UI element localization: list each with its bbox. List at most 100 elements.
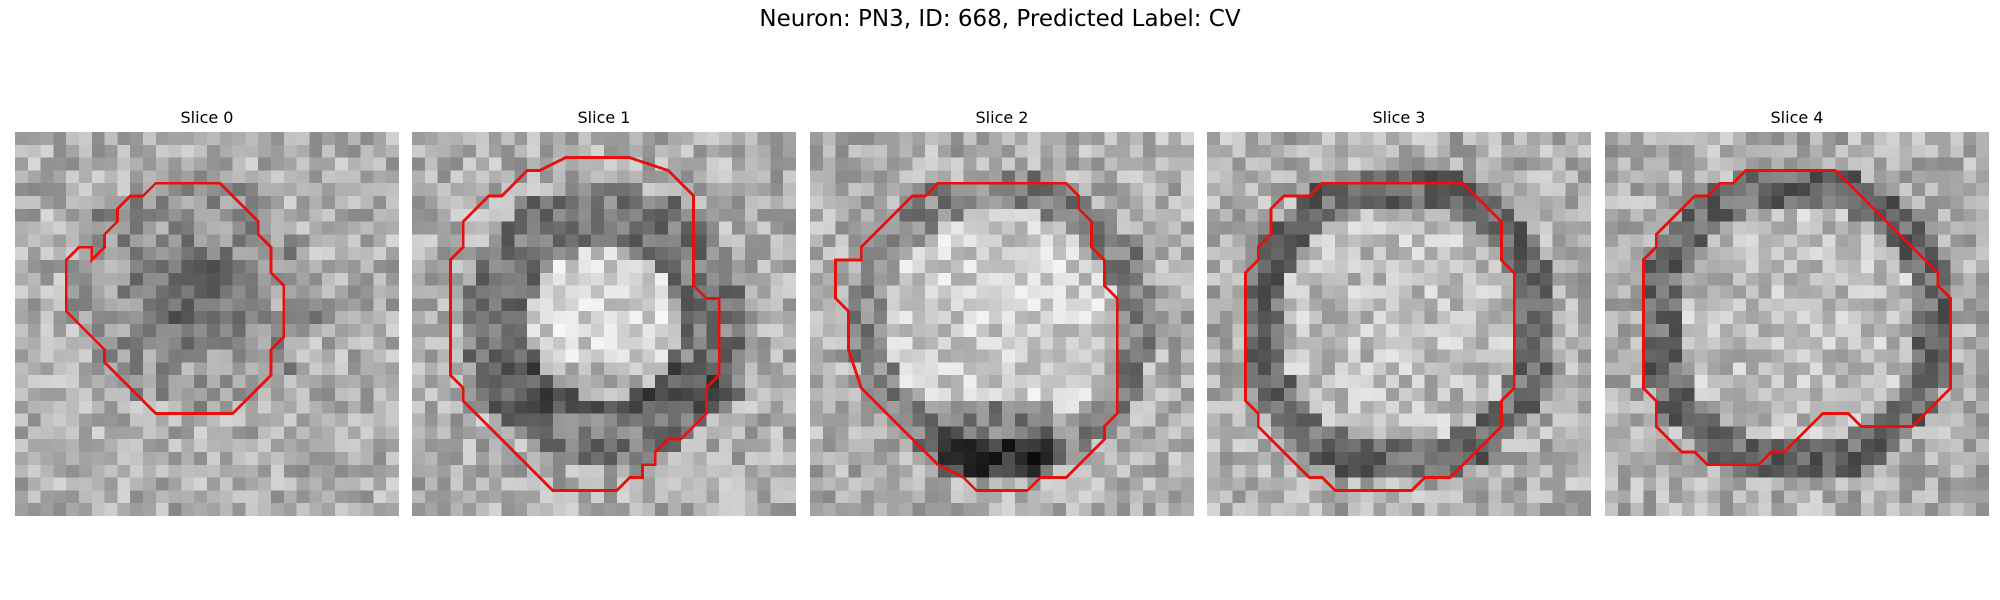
pixel xyxy=(1514,426,1528,440)
pixel xyxy=(886,426,900,440)
pixel xyxy=(1219,400,1233,414)
pixel xyxy=(1707,157,1721,171)
pixel xyxy=(886,183,900,197)
pixel xyxy=(1207,144,1221,158)
pixel xyxy=(1886,400,1900,414)
pixel xyxy=(1758,503,1772,516)
pixel xyxy=(1181,247,1194,261)
pixel xyxy=(680,336,694,350)
pixel xyxy=(181,221,195,235)
pixel xyxy=(1450,503,1464,516)
pixel xyxy=(629,196,643,210)
pixel xyxy=(989,157,1003,171)
pixel xyxy=(1848,503,1862,516)
pixel xyxy=(706,477,720,491)
pixel xyxy=(1014,144,1028,158)
pixel xyxy=(207,272,221,286)
pixel xyxy=(1707,221,1721,235)
pixel xyxy=(386,349,399,363)
pixel xyxy=(283,144,297,158)
pixel xyxy=(1630,400,1644,414)
pixel xyxy=(463,439,477,453)
pixel xyxy=(1848,477,1862,491)
pixel xyxy=(40,349,54,363)
pixel xyxy=(1605,196,1619,210)
pixel xyxy=(437,208,451,222)
pixel xyxy=(1656,234,1670,248)
pixel xyxy=(1078,349,1092,363)
pixel xyxy=(1835,272,1849,286)
pixel xyxy=(1552,503,1566,516)
pixel xyxy=(1066,285,1080,299)
pixel xyxy=(27,349,41,363)
pixel xyxy=(1937,208,1951,222)
pixel xyxy=(168,221,182,235)
pixel xyxy=(1232,452,1246,466)
pixel xyxy=(168,375,182,389)
pixel xyxy=(501,400,515,414)
pixel xyxy=(219,336,233,350)
pixel xyxy=(322,426,336,440)
pixel xyxy=(283,426,297,440)
pixel xyxy=(91,464,105,478)
pixel xyxy=(1283,285,1297,299)
pixel xyxy=(1475,272,1489,286)
pixel xyxy=(976,170,990,184)
pixel xyxy=(1014,311,1028,325)
pixel xyxy=(476,208,490,222)
pixel xyxy=(591,503,605,516)
pixel xyxy=(424,439,438,453)
pixel xyxy=(1322,144,1336,158)
pixel xyxy=(1130,413,1144,427)
pixel xyxy=(207,413,221,427)
pixel xyxy=(925,413,939,427)
pixel xyxy=(629,400,643,414)
pixel xyxy=(1488,234,1502,248)
pixel xyxy=(938,144,952,158)
pixel xyxy=(783,144,796,158)
pixel xyxy=(424,272,438,286)
pixel xyxy=(53,196,67,210)
pixel xyxy=(1976,336,1989,350)
pixel xyxy=(1797,144,1811,158)
pixel xyxy=(1130,144,1144,158)
pixel xyxy=(1014,157,1028,171)
pixel xyxy=(1539,439,1553,453)
pixel xyxy=(1168,144,1182,158)
pixel xyxy=(668,375,682,389)
pixel xyxy=(1912,311,1926,325)
pixel xyxy=(1373,144,1387,158)
pixel xyxy=(591,208,605,222)
pixel xyxy=(1117,247,1131,261)
pixel xyxy=(1053,452,1067,466)
pixel xyxy=(1514,362,1528,376)
pixel xyxy=(552,324,566,338)
pixel xyxy=(53,324,67,338)
pixel xyxy=(1630,285,1644,299)
pixel xyxy=(1040,349,1054,363)
pixel xyxy=(1822,157,1836,171)
pixel xyxy=(1322,221,1336,235)
pixel xyxy=(386,503,399,516)
pixel xyxy=(1219,464,1233,478)
pixel xyxy=(66,336,80,350)
pixel xyxy=(1501,439,1515,453)
pixel xyxy=(1053,400,1067,414)
pixel xyxy=(1335,388,1349,402)
pixel xyxy=(874,272,888,286)
pixel xyxy=(1771,439,1785,453)
pixel xyxy=(1937,362,1951,376)
pixel xyxy=(680,400,694,414)
pixel xyxy=(1527,362,1541,376)
pixel xyxy=(1527,157,1541,171)
pixel xyxy=(181,132,195,146)
pixel xyxy=(1014,260,1028,274)
pixel xyxy=(1835,221,1849,235)
pixel xyxy=(181,272,195,286)
pixel xyxy=(1399,375,1413,389)
pixel xyxy=(770,477,784,491)
pixel xyxy=(347,221,361,235)
pixel xyxy=(360,157,374,171)
pixel xyxy=(1245,170,1259,184)
pixel xyxy=(668,439,682,453)
